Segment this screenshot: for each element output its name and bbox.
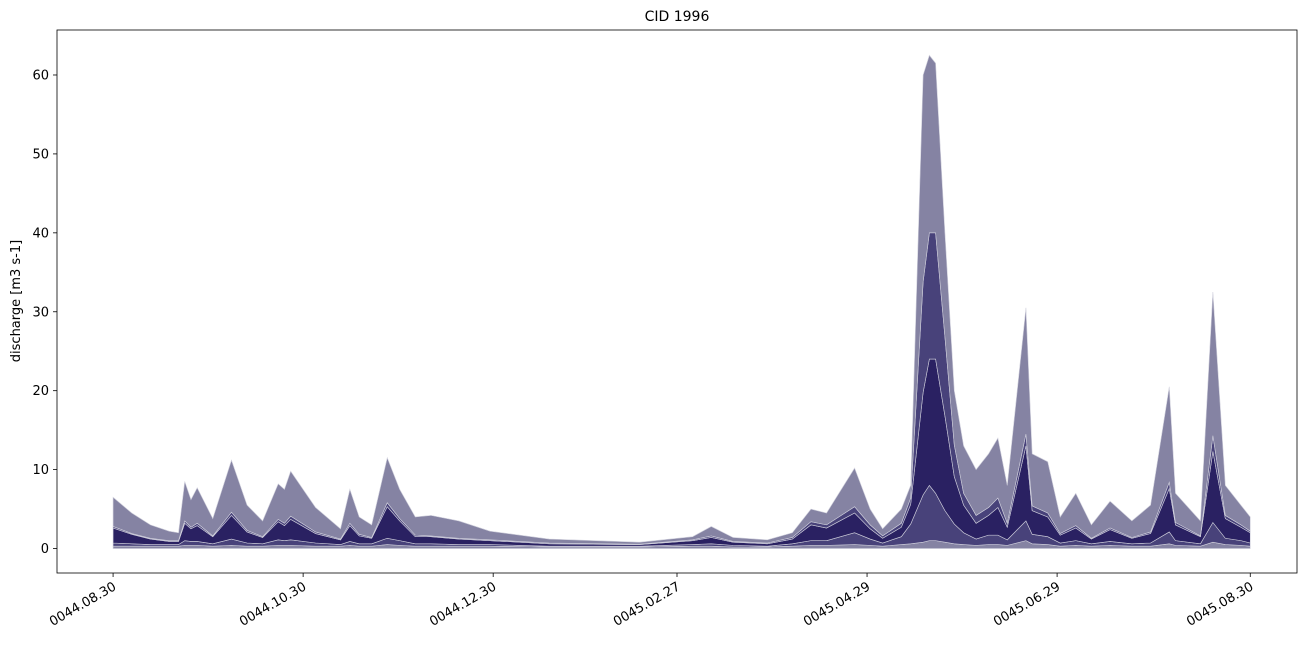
- y-tick-label: 40: [32, 226, 49, 241]
- y-tick-label: 20: [32, 384, 49, 399]
- x-tick-label: 0045.02.27: [611, 579, 683, 629]
- y-axis-label: discharge [m3 s-1]: [9, 240, 24, 362]
- y-tick-label: 50: [32, 147, 49, 162]
- area: [112, 54, 1251, 545]
- y-tick-label: 0: [41, 542, 49, 557]
- y-tick-label: 30: [32, 305, 49, 320]
- x-tick-label: 0044.12.30: [427, 579, 499, 629]
- x-tick-label: 0045.06.29: [991, 579, 1063, 629]
- x-tick-label: 0045.04.29: [801, 579, 873, 629]
- y-tick-label: 10: [32, 463, 49, 478]
- x-tick-label: 0045.08.30: [1184, 579, 1256, 629]
- plot-frame: [56, 29, 1298, 574]
- y-tick-label: 60: [32, 68, 49, 83]
- x-tick-label: 0044.08.30: [47, 579, 119, 629]
- chart-title: CID 1996: [645, 9, 710, 25]
- x-tick-label: 0044.10.30: [237, 579, 309, 629]
